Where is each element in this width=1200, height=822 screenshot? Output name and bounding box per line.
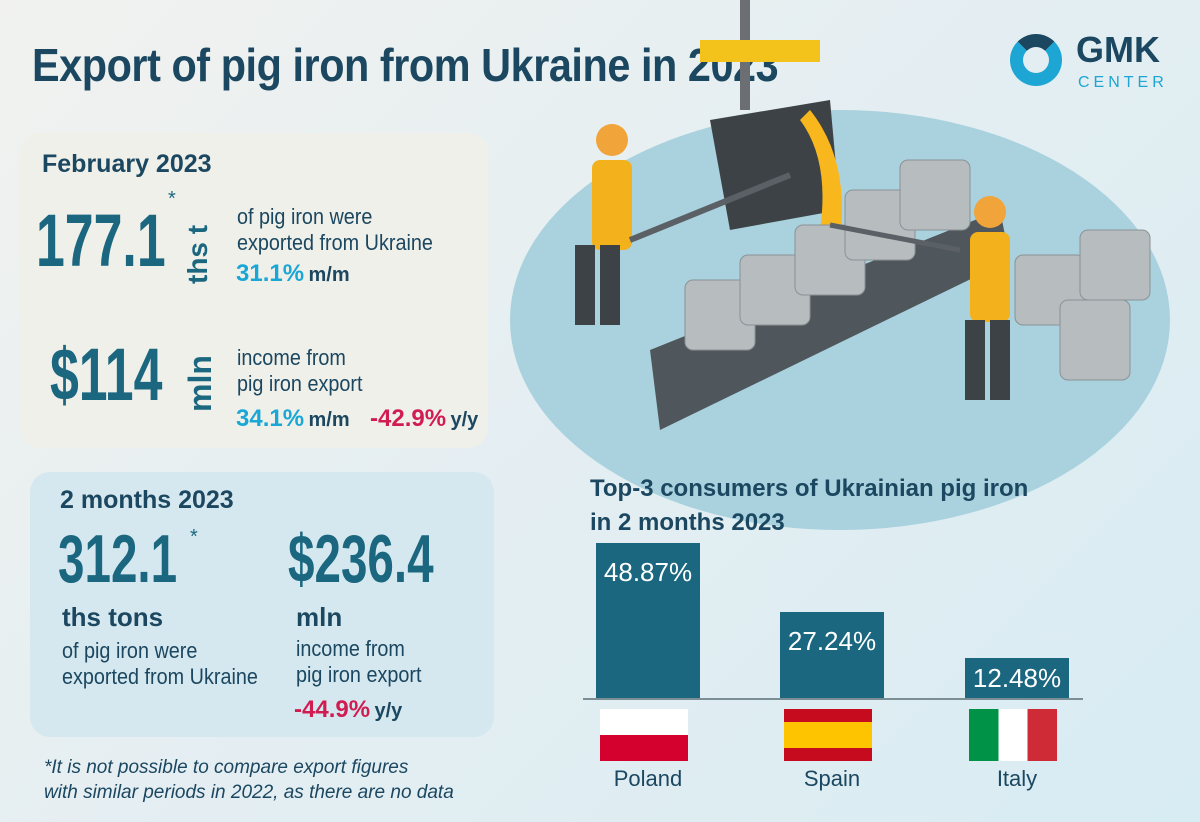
feb-income-unit: mln — [182, 355, 218, 412]
chart-baseline — [583, 698, 1083, 700]
change-label: m/m — [308, 409, 350, 431]
category-label: Poland — [613, 766, 683, 791]
feb-volume-asterisk: * — [168, 188, 176, 210]
two-months-volume-desc: of pig iron were exported from Ukraine — [62, 638, 258, 690]
worker-right — [965, 196, 1010, 400]
two-months-income-desc: income from pig iron export — [296, 636, 421, 688]
feb-volume-change: 31.1% m/m — [236, 260, 350, 288]
two-months-heading: 2 months 2023 — [60, 486, 234, 514]
desc-line: exported from Ukraine — [62, 664, 258, 689]
feb-volume-value: 177.1 — [36, 199, 166, 282]
yoy-label: y/y — [450, 409, 479, 431]
bar-value-label: 48.87% — [603, 557, 693, 588]
yoy-label: y/y — [374, 700, 403, 722]
change-value: 31.1% — [236, 260, 305, 287]
steel-casting-illustration — [510, 0, 1170, 530]
flag-italy-icon — [969, 709, 1057, 761]
bar-value-label: 12.48% — [972, 663, 1062, 694]
change-value: 34.1% — [236, 405, 305, 432]
two-months-volume-value: 312.1 — [58, 521, 178, 597]
desc-line: pig iron export — [237, 371, 363, 396]
flag-poland-icon — [600, 709, 688, 761]
bar-spain: 27.24% — [780, 611, 884, 698]
change-label: m/m — [308, 264, 350, 286]
two-months-card — [30, 472, 494, 737]
feb-income-yoy: -42.9% y/y — [370, 405, 478, 433]
feb-volume-desc: of pig iron were exported from Ukraine — [237, 204, 433, 256]
gmk-logo: GMK CENTER — [1010, 32, 1180, 96]
iron-moulds — [684, 159, 1151, 381]
february-card — [20, 133, 488, 448]
february-heading: February 2023 — [42, 150, 212, 178]
worker-left — [575, 124, 632, 325]
yoy-value: -42.9% — [370, 405, 447, 432]
yoy-value: -44.9% — [294, 696, 371, 723]
flag-spain-icon — [784, 709, 872, 761]
logo-text: GMK — [1076, 29, 1160, 70]
two-months-asterisk: * — [190, 526, 198, 548]
crane-beam — [700, 40, 820, 62]
page-title: Export of pig iron from Ukraine in 2023 — [32, 39, 779, 91]
bar-italy: 12.48% — [965, 658, 1069, 698]
desc-line: exported from Ukraine — [237, 230, 433, 255]
feb-volume-unit: ths t — [182, 224, 213, 284]
molten-iron — [800, 110, 842, 240]
category-label: Spain — [803, 766, 861, 791]
desc-line: of pig iron were — [237, 204, 373, 229]
bar-value-label: 27.24% — [787, 625, 877, 656]
desc-line: income from — [237, 345, 346, 370]
feb-income-change: 34.1% m/m — [236, 405, 350, 433]
two-months-volume-unit: ths tons — [62, 602, 164, 632]
two-months-income-unit: mln — [296, 602, 343, 632]
footnote-line: *It is not possible to compare export fi… — [44, 757, 409, 778]
two-months-income-yoy: -44.9% y/y — [294, 696, 402, 724]
desc-line: of pig iron were — [62, 638, 198, 663]
footnote-line: with similar periods in 2022, as there a… — [44, 782, 454, 803]
chart-title-line: Top-3 consumers of Ukrainian pig iron — [590, 475, 1029, 502]
category-label: Italy — [996, 766, 1038, 791]
bar-poland: 48.87% — [596, 543, 700, 698]
feb-income-desc: income from pig iron export — [237, 345, 362, 397]
chart-title: Top-3 consumers of Ukrainian pig iron in … — [590, 472, 1028, 540]
footnote: *It is not possible to compare export fi… — [44, 755, 454, 805]
desc-line: income from — [296, 636, 405, 661]
chart-title-line: in 2 months 2023 — [590, 509, 785, 536]
feb-income-value: $114 — [50, 333, 163, 416]
logo-subtext: CENTER — [1078, 74, 1168, 91]
casting-machine — [650, 210, 1010, 430]
two-months-income-value: $236.4 — [288, 521, 434, 597]
desc-line: pig iron export — [296, 662, 422, 687]
